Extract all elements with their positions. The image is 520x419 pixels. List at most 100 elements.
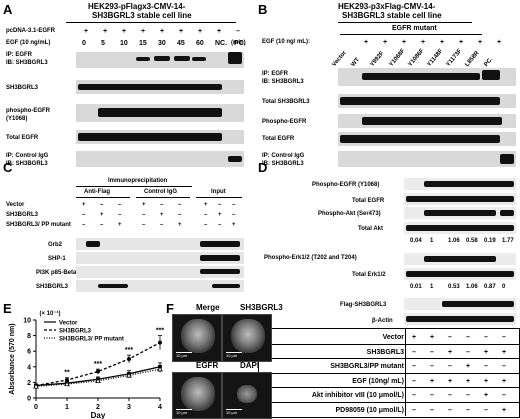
table-sign: – — [484, 406, 488, 414]
micrograph-merge: 10 μm — [172, 314, 222, 362]
table-sign: + — [466, 377, 471, 385]
table-sign: – — [466, 392, 470, 399]
table-sign: – — [412, 377, 416, 385]
blot-band — [500, 154, 514, 164]
sign-mark: – — [178, 202, 182, 208]
panel-b-mutant-label: EGFR mutant — [392, 25, 437, 32]
ratio-value: 0.58 — [466, 238, 478, 244]
blot-band — [424, 256, 496, 262]
panel-a-row-ip-igg: IP: Control IgG — [6, 153, 49, 159]
table-row-label: Akt inhibitor vIII (10 μmol/L) — [311, 392, 404, 399]
sign-mark: + — [402, 39, 407, 46]
table-sign: – — [448, 334, 452, 341]
panel-d-row-pegfr: Phospho-EGFR (Y1068) — [312, 182, 380, 188]
panel-b-blot-igg — [338, 151, 516, 167]
table-row-label: EGF (10ng/ mL) — [352, 377, 404, 385]
egf-time-label: PC. — [234, 40, 246, 47]
table-sign: – — [430, 406, 434, 414]
ratio-value: 0 — [502, 284, 506, 290]
blot-band — [174, 56, 190, 61]
ratio-value: 0.53 — [448, 284, 460, 290]
blot-band — [98, 284, 128, 288]
panel-d-row-actin: β-Actin — [372, 318, 393, 324]
panel-c-cond-vector: Vector — [6, 202, 25, 208]
significance-mark: *** — [156, 328, 164, 335]
x-tick-label: 0 — [34, 404, 38, 411]
panel-c-row-pi3k: PI3K p85-Beta — [36, 270, 77, 276]
panel-label-b: B — [258, 2, 268, 17]
y-tick-label: 0 — [27, 396, 31, 403]
table-column-divider — [405, 328, 406, 416]
panel-d-row-total-egfr: Total EGFR — [352, 198, 385, 204]
sign-mark: + — [141, 28, 146, 35]
data-point — [33, 383, 39, 389]
sign-mark: + — [478, 39, 483, 46]
panel-c-cond-pp: SH3BGRL3/ PP mutant — [6, 222, 71, 228]
table-sign: – — [430, 348, 434, 356]
panel-a-row-total-egfr: Total EGFR — [6, 135, 39, 141]
blot-band — [340, 97, 500, 105]
panel-label-e: E — [3, 301, 12, 316]
lane-label: Y1173F — [445, 48, 464, 68]
data-point — [65, 378, 69, 383]
ratio-value: 0.01 — [410, 284, 422, 290]
blot-band — [500, 210, 514, 216]
blot-band — [442, 301, 514, 307]
panel-a-title-rule — [66, 22, 236, 23]
table-sign: – — [412, 348, 416, 356]
ratio-value: 1.77 — [502, 238, 514, 244]
sign-mark: + — [364, 39, 369, 46]
panel-a-row-y1068: (Y1068) — [6, 116, 28, 122]
sign-mark: + — [118, 222, 122, 228]
ratio-value: 0.19 — [484, 238, 496, 244]
data-point — [95, 377, 101, 384]
sign-mark: + — [440, 39, 445, 46]
panel-d-row-pakt: Phospho-Akt (Ser473) — [318, 211, 381, 217]
panel-b-row-ip-igg: IP: Control IgG — [262, 153, 305, 159]
panel-b-title-rule — [338, 22, 472, 23]
panel-a-row-ip-egfr: IP: EGFR — [6, 52, 33, 58]
legend-label: Vector — [59, 321, 78, 327]
table-sign: – — [412, 392, 416, 399]
lane-label: Y1148F — [426, 48, 445, 68]
lane-label: PC. — [483, 56, 495, 68]
egf-time-label: 60 — [196, 40, 204, 47]
table-row-divider — [258, 343, 519, 345]
panel-c-ip-rule — [76, 186, 192, 187]
sign-mark: + — [84, 28, 89, 35]
panel-f-label-merge: Merge — [196, 303, 220, 312]
table-row-divider — [258, 372, 519, 374]
significance-mark: *** — [125, 347, 133, 354]
panel-c-rule-1 — [76, 197, 130, 198]
scalebar-label: 10 μm — [176, 353, 188, 358]
y-tick-label: 10 — [23, 318, 31, 325]
sign-mark: + — [160, 212, 164, 218]
table-sign: + — [484, 348, 489, 356]
sign-mark: – — [204, 212, 208, 218]
table-sign: + — [484, 392, 489, 399]
panel-c-row-shp1: SHP-1 — [48, 256, 66, 262]
data-point — [64, 380, 70, 387]
significance-mark: *** — [94, 361, 102, 368]
sign-mark: + — [178, 222, 182, 228]
table-sign: + — [448, 377, 453, 385]
sign-mark: – — [204, 222, 208, 228]
egf-time-label: 10 — [120, 40, 128, 47]
y-tick-label: 6 — [27, 349, 31, 356]
table-sign: + — [466, 363, 471, 370]
panel-a-top-label: pcDNA-3.1-EGFR — [6, 28, 56, 34]
ratio-value: 1 — [430, 284, 434, 290]
table-sign: + — [502, 348, 507, 356]
table-sign: – — [448, 363, 452, 370]
blot-band — [424, 210, 496, 216]
sign-mark: + — [179, 28, 184, 35]
table-sign: + — [448, 348, 453, 356]
table-sign: – — [430, 392, 434, 399]
blot-band — [406, 316, 514, 322]
panel-b-row-total-sh3: Total SH3BGRL3 — [262, 99, 310, 105]
blot-band — [86, 241, 100, 247]
table-sign: + — [412, 334, 417, 341]
table-sign: – — [484, 334, 488, 341]
blot-band — [340, 135, 500, 143]
sign-mark: – — [142, 222, 146, 228]
